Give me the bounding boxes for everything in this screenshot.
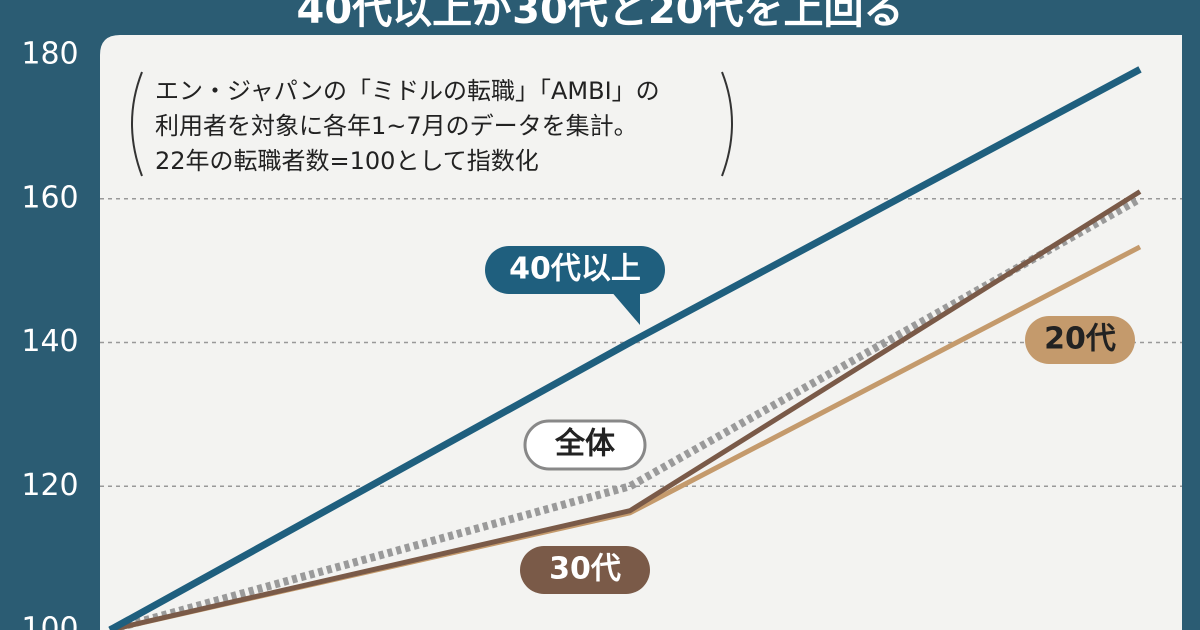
plot-area [100,35,1182,630]
series-line [109,189,1142,630]
series-label: 20代 [1044,322,1116,357]
series-line [108,66,1142,630]
series-label-bg [523,419,647,471]
callout-tail [610,290,640,325]
y-tick-label: 140 [21,324,78,359]
paren-left [131,71,143,177]
series-label: 全体 [554,427,616,462]
series-line [108,195,1142,630]
annotation: 利用者を対象に各年1~7月のデータを集計。 [155,112,638,140]
y-tick-label: 120 [21,468,78,503]
chart-title: 40代以上が30代と20代を上回る [297,0,904,33]
series-label: 30代 [549,552,621,587]
series-label: 40代以上 [509,252,641,287]
annotation: エン・ジャパンの「ミドルの転職」「AMBI」の [155,77,660,105]
series-label-bg [1025,316,1135,364]
y-tick-label: 180 [21,37,78,72]
series-label-bg [485,246,665,294]
paren-right [721,71,733,177]
annotation: 22年の転職者数=100として指数化 [155,147,539,175]
y-tick-label: 160 [21,180,78,215]
series-label-bg [520,546,650,594]
y-tick-label: 100 [21,612,78,630]
